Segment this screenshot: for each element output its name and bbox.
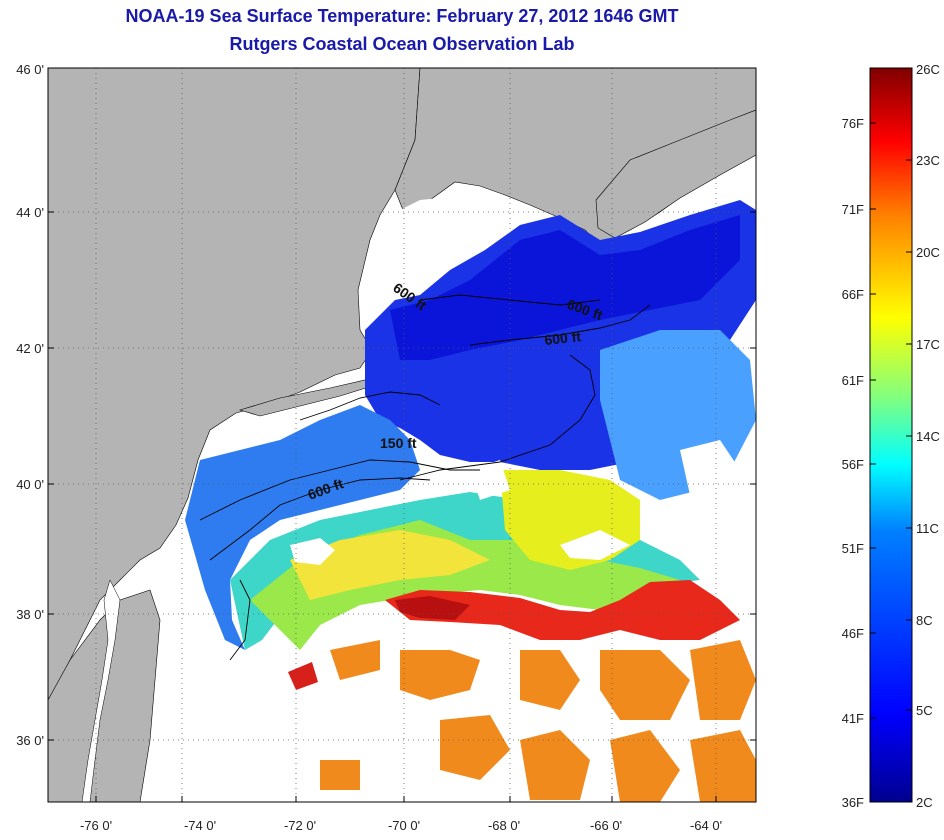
lon-label: -64 0' xyxy=(690,818,722,833)
latitude-labels: 46 0' 44 0' 42 0' 40 0' 38 0' 36 0' xyxy=(16,62,44,748)
colorbar-f-label: 51F xyxy=(842,541,864,556)
colorbar-f-label: 76F xyxy=(842,116,864,131)
map-subtitle: Rutgers Coastal Ocean Observation Lab xyxy=(229,34,575,54)
sst-shelf-region xyxy=(185,405,420,650)
map-area: 600 ft 600 ft 600 ft 150 ft 600 ft xyxy=(48,68,756,802)
sst-yellow-band xyxy=(290,530,490,600)
contour-label: 600 ft xyxy=(544,328,582,348)
bathymetry-contours xyxy=(199,294,651,661)
colorbar-c-label: 23C xyxy=(916,153,940,168)
map-frame xyxy=(47,67,757,803)
chesapeake-bay xyxy=(81,579,121,802)
colorbar-celsius-labels: 26C 23C 20C 17C 14C 11C 8C 5C 2C xyxy=(916,62,940,810)
lon-label: -72 0' xyxy=(284,818,316,833)
colorbar-f-label: 46F xyxy=(842,626,864,641)
colorbar-f-label: 56F xyxy=(842,457,864,472)
longitude-labels: -76 0' -74 0' -72 0' -70 0' -68 0' -66 0… xyxy=(80,818,722,833)
lat-label: 40 0' xyxy=(16,477,44,492)
lon-label: -74 0' xyxy=(184,818,216,833)
sst-warm-patches xyxy=(320,640,756,802)
lon-label: -70 0' xyxy=(388,818,420,833)
colorbar-c-label: 26C xyxy=(916,62,940,77)
colorbar-f-label: 71F xyxy=(842,202,864,217)
map-grid xyxy=(48,68,756,802)
cloud-gulf-of-maine xyxy=(370,195,535,320)
colorbar-c-label: 11C xyxy=(916,521,939,536)
colorbar-c-label: 5C xyxy=(916,703,933,718)
colorbar-c-label: 20C xyxy=(916,245,940,260)
cloud-patches xyxy=(290,300,756,565)
lon-label: -66 0' xyxy=(590,818,622,833)
map-title: NOAA-19 Sea Surface Temperature: Februar… xyxy=(125,6,679,26)
map-ticks xyxy=(48,211,756,802)
colorbar-f-label: 66F xyxy=(842,287,864,302)
colorbar-fahrenheit-labels: 76F 71F 66F 61F 56F 51F 46F 41F 36F xyxy=(842,116,864,810)
colorbar-f-label: 36F xyxy=(842,795,864,810)
colorbar-c-label: 8C xyxy=(916,613,933,628)
colorbar-c-label: 17C xyxy=(916,337,940,352)
colorbar xyxy=(869,67,913,803)
lon-label: -76 0' xyxy=(80,818,112,833)
sst-deep-blue xyxy=(390,215,740,360)
colorbar-f-label: 61F xyxy=(842,373,864,388)
lat-label: 36 0' xyxy=(16,733,44,748)
lat-label: 42 0' xyxy=(16,341,44,356)
lon-label: -68 0' xyxy=(488,818,520,833)
colorbar-ticks xyxy=(870,122,912,719)
contour-label: 150 ft xyxy=(380,435,417,451)
lat-label: 46 0' xyxy=(16,62,44,77)
lat-label: 38 0' xyxy=(16,607,44,622)
colorbar-f-label: 41F xyxy=(842,711,864,726)
land-nova-scotia xyxy=(595,109,756,239)
lat-label: 44 0' xyxy=(16,205,44,220)
colorbar-c-label: 14C xyxy=(916,429,940,444)
sst-gulf-stream xyxy=(385,580,740,640)
sst-red-patch xyxy=(288,662,318,690)
colorbar-c-label: 2C xyxy=(916,795,933,810)
